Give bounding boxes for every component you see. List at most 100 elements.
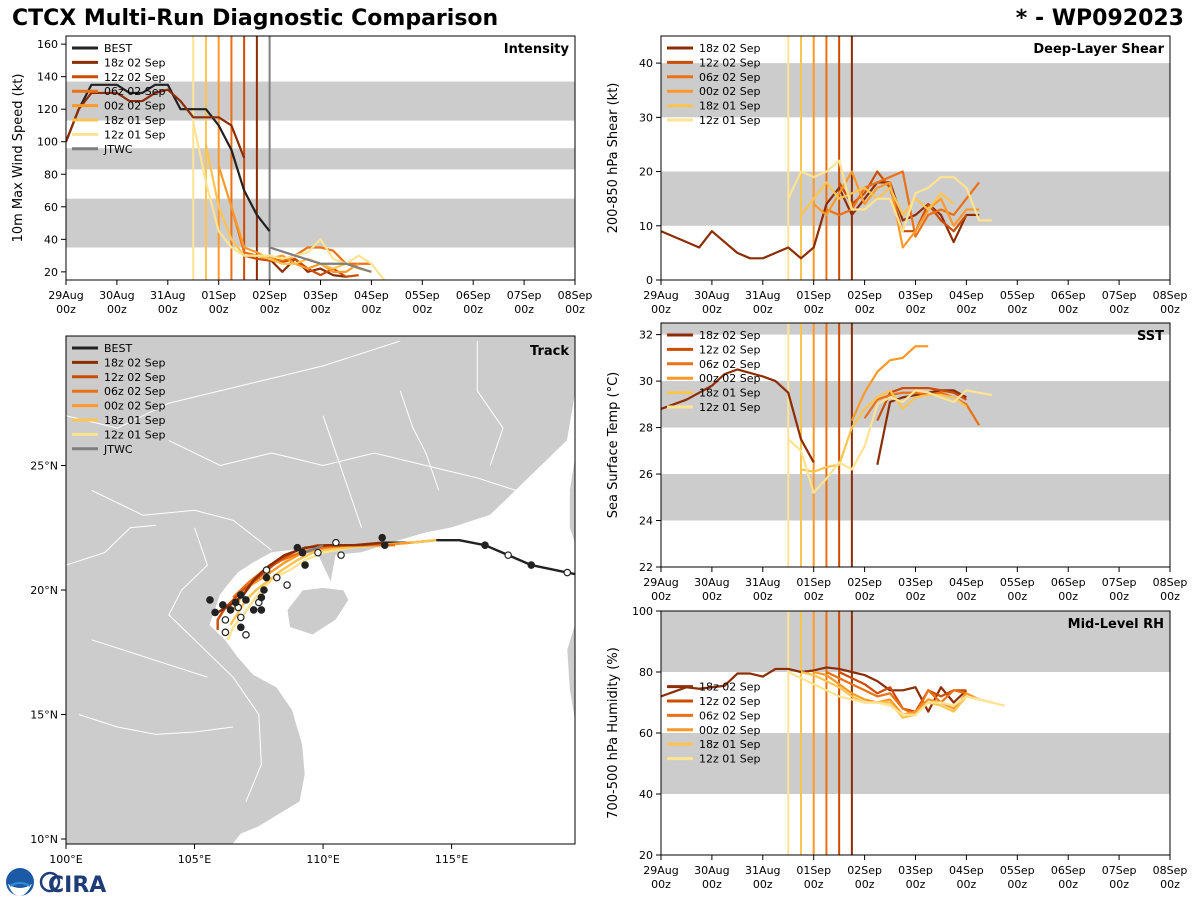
y-tick-label: 10 [639,220,653,233]
y-axis-label: 700-500 hPa Humidity (%) [606,647,621,819]
series-group [661,666,1005,719]
x-tick-hour-label: 00z [753,303,773,316]
legend-label-06z-02-sep: 06z 02 Sep [699,71,761,84]
legend-label-06z-02-sep: 06z 02 Sep [104,85,166,98]
y-tick-label: 160 [37,38,58,51]
band-1 [66,148,575,170]
best-track-marker [237,613,245,622]
best-track-marker [257,606,266,614]
x-tick-label: 29Aug [643,289,678,302]
series-18z-01-sep [800,389,968,473]
province-border-5 [78,714,234,735]
x-tick-hour-label: 00z [855,590,875,603]
storm-id: * - WP092023 [1015,6,1184,31]
chart-title: Mid-Level RH [1068,617,1164,632]
map-area [66,336,575,844]
best-track-marker [211,608,219,617]
y-tick-label: 120 [37,103,58,116]
legend-label-00z-02-sep: 00z 02 Sep [699,724,761,737]
y-axis-label: 200-850 hPa Shear (kt) [606,83,621,234]
best-track-marker [332,538,340,547]
legend-label-best: BEST [104,42,132,55]
chart-rh: 2040608010029Aug00z30Aug00z31Aug00z01Sep… [606,605,1187,891]
series-12z-01-sep [192,121,385,280]
x-tick-label: 31Aug [745,289,780,302]
legend-label-12z-01-sep: 12z 01 Sep [699,401,761,414]
legend-label-12z-02-sep: 12z 02 Sep [104,71,166,84]
series-12z-01-sep [787,671,1005,716]
x-tick-label: 06Sep [1051,864,1086,877]
series-18z-02-sep [661,368,815,463]
province-border-0 [91,489,272,551]
x-tick-label: 30Aug [694,576,729,589]
province-border-8 [476,340,504,466]
province-border-7 [399,390,440,491]
best-track-marker [337,551,345,559]
province-border-4 [91,639,208,678]
legend-label-06z-02-sep: 06z 02 Sep [104,385,166,398]
chart-shear: 01020304029Aug00z30Aug00z31Aug00z01Sep00… [606,35,1188,316]
legend-label-12z-01-sep: 12z 01 Sep [104,428,166,441]
x-tick-label: 100°E [49,853,82,866]
x-tick-hour-label: 00z [1109,303,1129,316]
x-tick-label: 08Sep [1153,289,1188,302]
best-track-marker [272,573,281,582]
x-tick-label: 30Aug [694,864,729,877]
x-tick-label: 05Sep [1000,289,1035,302]
best-track-marker [260,586,268,594]
series-18z-02-sep [661,186,853,260]
x-tick-label: 06Sep [456,289,491,302]
legend-label-18z-01-sep: 18z 01 Sep [104,414,166,427]
best-track-marker [301,561,309,569]
best-track-marker [242,596,250,604]
x-tick-hour-label: 00z [906,303,926,316]
series-18z-02-sep [66,88,246,159]
x-tick-hour-label: 00z [56,303,76,316]
chart-title: Track [530,344,569,359]
y-tick-label: 20 [44,266,58,279]
x-tick-label: 04Sep [949,576,984,589]
legend-label-18z-02-sep: 18z 02 Sep [699,681,761,694]
x-tick-hour-label: 00z [651,590,671,603]
x-tick-label: 03Sep [898,864,933,877]
x-tick-label: 29Aug [643,576,678,589]
x-tick-label: 08Sep [558,289,593,302]
y-tick-label: 24 [639,515,653,528]
x-tick-label: 02Sep [847,289,882,302]
best-track-marker [242,631,250,639]
series-18z-02-sep-fcst [851,670,968,713]
y-tick-label: 100 [632,605,653,618]
best-track-marker [237,591,245,599]
legend-label-18z-01-sep: 18z 01 Sep [699,738,761,751]
x-tick-label: 08Sep [1153,864,1188,877]
x-tick-label: 02Sep [847,864,882,877]
x-tick-label: 31Aug [745,864,780,877]
x-tick-hour-label: 00z [412,303,432,316]
legend-label-00z-02-sep: 00z 02 Sep [104,400,166,413]
x-tick-hour-label: 00z [957,303,977,316]
series-group [661,345,993,494]
x-tick-label: 01Sep [796,289,831,302]
y-tick-label: 28 [639,422,653,435]
x-tick-label: 30Aug [694,289,729,302]
y-axis-label: Sea Surface Temp (°C) [606,372,621,519]
x-tick-hour-label: 00z [463,303,483,316]
agency-logos: CIRA [6,868,106,898]
x-tick-hour-label: 00z [209,303,229,316]
x-tick-label: 05Sep [1000,864,1035,877]
x-tick-label: 02Sep [847,576,882,589]
x-tick-label: 08Sep [1153,576,1188,589]
legend-label-18z-01-sep: 18z 01 Sep [699,387,761,400]
y-tick-label: 15°N [30,709,58,722]
x-tick-hour-label: 00z [1007,878,1027,891]
chart-track: 100°E 105°E 110°E 115°E 10°N 15°N 20°N 25°N Trac… [30,335,576,866]
band-1 [661,611,1170,672]
legend-label-12z-01-sep: 12z 01 Sep [104,128,166,141]
best-track-marker [257,593,266,602]
y-tick-label: 20 [639,166,653,179]
x-tick-hour-label: 00z [1160,303,1180,316]
x-tick-label: 06Sep [1051,289,1086,302]
province-border-3 [66,524,157,566]
